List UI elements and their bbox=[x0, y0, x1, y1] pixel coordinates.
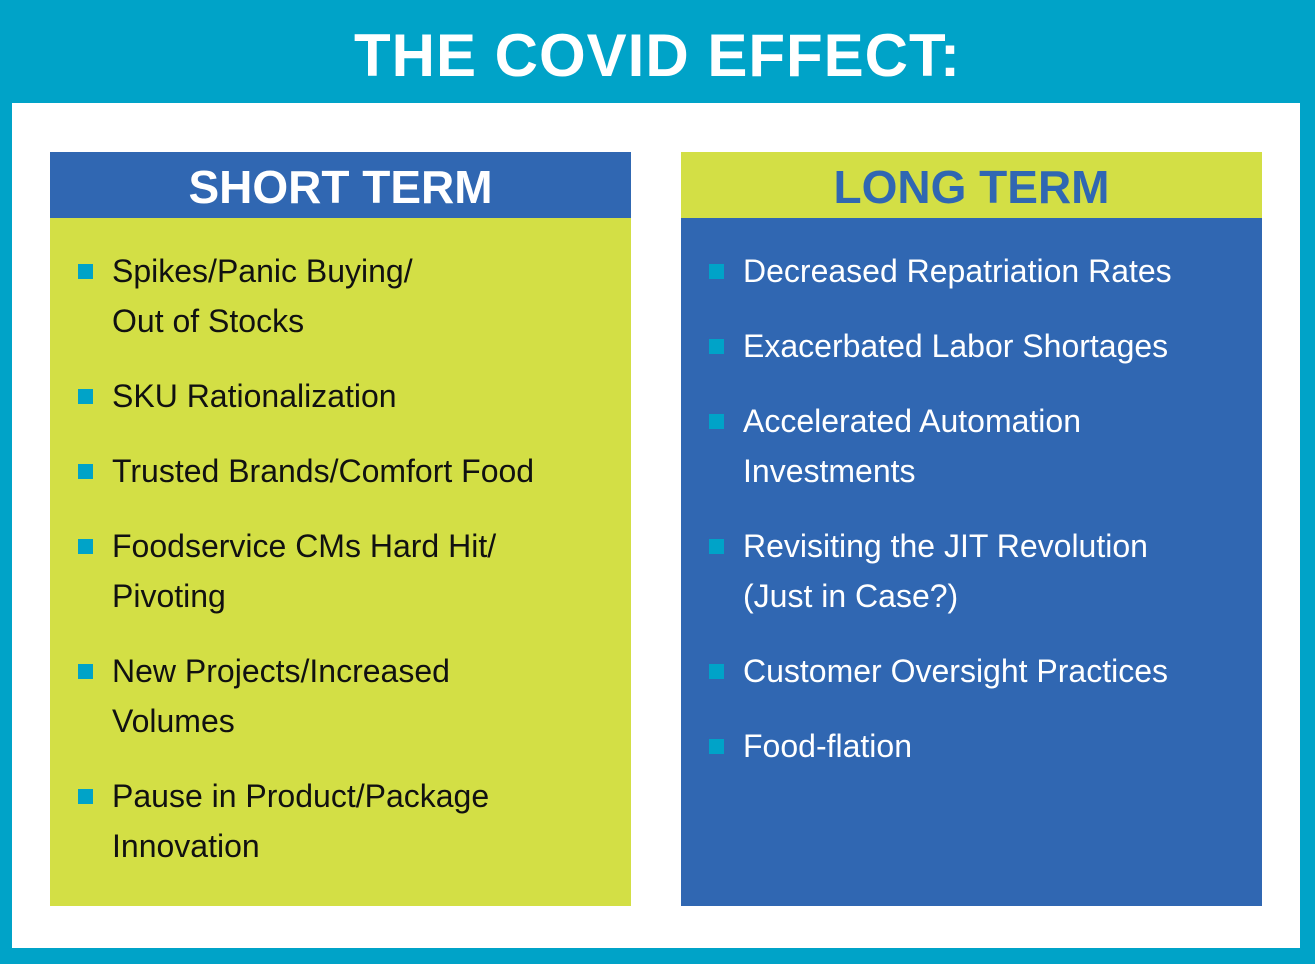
list-item-text: SKU Rationalization bbox=[112, 378, 397, 414]
square-bullet-icon bbox=[78, 389, 93, 404]
list-item-text: Trusted Brands/Comfort Food bbox=[112, 453, 535, 489]
square-bullet-icon bbox=[709, 414, 724, 429]
list-item: Accelerated Automation Investments bbox=[681, 396, 1262, 496]
page-title: THE COVID EFFECT: bbox=[353, 22, 961, 89]
list-item: Decreased Repatriation Rates bbox=[681, 246, 1262, 296]
short-term-list: Spikes/Panic Buying/Out of Stocks SKU Rat… bbox=[50, 218, 631, 871]
list-item: Spikes/Panic Buying/Out of Stocks bbox=[50, 246, 631, 346]
list-item: Foodservice CMs Hard Hit/Pivoting bbox=[50, 521, 631, 621]
square-bullet-icon bbox=[709, 664, 724, 679]
list-item-text: Pivoting bbox=[112, 578, 226, 614]
list-item-text: (Just in Case?) bbox=[743, 578, 959, 614]
list-item: Exacerbated Labor Shortages bbox=[681, 321, 1262, 371]
list-item-text: Exacerbated Labor Shortages bbox=[743, 328, 1169, 364]
list-item-text: Innovation bbox=[112, 828, 260, 864]
list-item: Revisiting the JIT Revolution (Just in Ca… bbox=[681, 521, 1262, 621]
list-item: Trusted Brands/Comfort Food bbox=[50, 446, 631, 496]
square-bullet-icon bbox=[78, 539, 93, 554]
list-item: SKU Rationalization bbox=[50, 371, 631, 421]
list-item-text: Out of Stocks bbox=[112, 303, 305, 339]
list-item-text: Foodservice CMs Hard Hit/ bbox=[112, 528, 497, 564]
list-item-text: Spikes/Panic Buying/ bbox=[112, 253, 413, 289]
long-term-list: Decreased Repatriation Rates Exacerbated … bbox=[681, 218, 1262, 771]
list-item-text: Investments bbox=[743, 453, 916, 489]
square-bullet-icon bbox=[78, 264, 93, 279]
square-bullet-icon bbox=[709, 539, 724, 554]
long-term-heading: LONG TERM bbox=[681, 152, 1262, 218]
list-item-text: Food-flation bbox=[743, 728, 912, 764]
list-item-text: Revisiting the JIT Revolution bbox=[743, 528, 1148, 564]
short-term-panel: SHORT TERM Spikes/Panic Buying/Out of St… bbox=[50, 152, 631, 906]
list-item-text: Volumes bbox=[112, 703, 235, 739]
square-bullet-icon bbox=[709, 339, 724, 354]
list-item-text: Customer Oversight Practices bbox=[743, 653, 1169, 689]
long-term-panel: LONG TERM Decreased Repatriation Rates Ex… bbox=[681, 152, 1262, 906]
square-bullet-icon bbox=[709, 739, 724, 754]
list-item: Pause in Product/Package Innovation bbox=[50, 771, 631, 871]
square-bullet-icon bbox=[78, 664, 93, 679]
short-term-heading: SHORT TERM bbox=[50, 152, 631, 218]
list-item: Food-flation bbox=[681, 721, 1262, 771]
square-bullet-icon bbox=[709, 264, 724, 279]
list-item-text: New Projects/Increased bbox=[112, 653, 450, 689]
list-item: Customer Oversight Practices bbox=[681, 646, 1262, 696]
list-item-text: Accelerated Automation bbox=[743, 403, 1081, 439]
list-item-text: Pause in Product/Package bbox=[112, 778, 490, 814]
list-item-text: Decreased Repatriation Rates bbox=[743, 253, 1172, 289]
square-bullet-icon bbox=[78, 464, 93, 479]
square-bullet-icon bbox=[78, 789, 93, 804]
list-item: New Projects/Increased Volumes bbox=[50, 646, 631, 746]
